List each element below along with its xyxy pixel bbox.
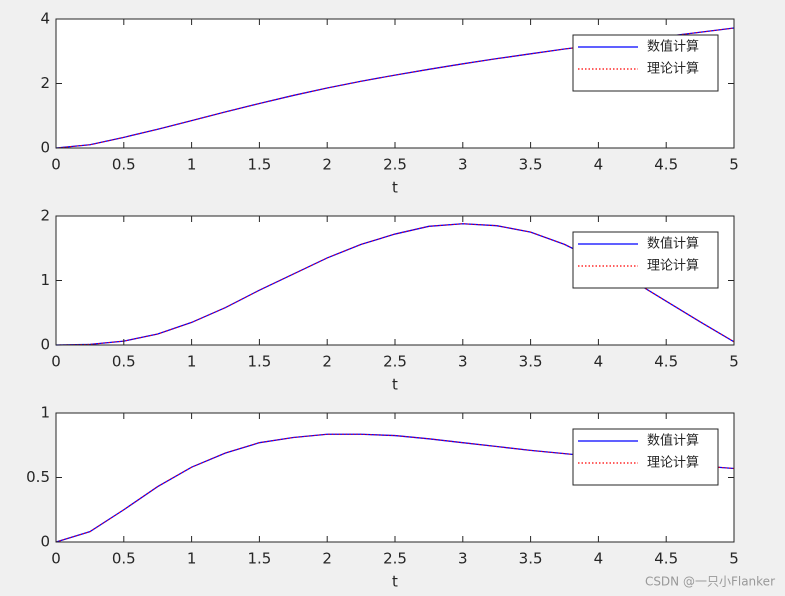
x-tick-label: 2.5 [383, 353, 407, 371]
x-tick-label: 0 [51, 353, 61, 371]
x-tick-label: 5 [729, 550, 739, 568]
x-tick-label: 1 [187, 156, 197, 174]
y-tick-label: 0 [40, 336, 50, 354]
x-tick-label: 2 [322, 550, 332, 568]
x-tick-label: 4 [594, 353, 604, 371]
x-tick-label: 1 [187, 550, 197, 568]
x-tick-label: 1.5 [247, 550, 271, 568]
legend-box [572, 428, 719, 486]
legend-label: 数值计算 [647, 433, 699, 449]
y-tick-label: 1 [40, 271, 50, 289]
legend-label: 理论计算 [647, 62, 699, 77]
legend-label: 理论计算 [647, 259, 699, 274]
y-tick-label: 1 [40, 404, 50, 422]
x-tick-label: 1.5 [247, 353, 271, 371]
x-tick-label: 2 [322, 353, 332, 371]
x-axis-label: t [392, 376, 398, 394]
x-tick-label: 4.5 [654, 156, 678, 174]
x-tick-label: 0.5 [112, 353, 136, 371]
y-tick-label: 2 [40, 74, 50, 92]
x-tick-label: 3.5 [519, 353, 543, 371]
x-tick-label: 3 [458, 156, 468, 174]
x-tick-label: 4.5 [654, 550, 678, 568]
legend-box [572, 34, 719, 92]
x-tick-label: 4 [594, 156, 604, 174]
x-tick-label: 4.5 [654, 353, 678, 371]
y-tick-label: 4 [40, 10, 50, 28]
y-tick-label: 0 [40, 533, 50, 551]
x-tick-label: 3 [458, 550, 468, 568]
x-tick-label: 4 [594, 550, 604, 568]
x-axis-label: t [392, 573, 398, 591]
legend-label: 数值计算 [647, 236, 699, 252]
x-tick-label: 0.5 [112, 550, 136, 568]
x-tick-label: 2 [322, 156, 332, 174]
x-axis-label: t [392, 179, 398, 197]
y-tick-label: 2 [40, 207, 50, 225]
x-tick-label: 0.5 [112, 156, 136, 174]
y-tick-label: 0 [40, 139, 50, 157]
x-tick-label: 1.5 [247, 156, 271, 174]
legend-label: 理论计算 [647, 456, 699, 471]
x-tick-label: 5 [729, 353, 739, 371]
x-tick-label: 5 [729, 156, 739, 174]
x-tick-label: 3.5 [519, 156, 543, 174]
x-tick-label: 0 [51, 156, 61, 174]
x-tick-label: 1 [187, 353, 197, 371]
y-tick-label: 0.5 [26, 468, 50, 486]
legend-label: 数值计算 [647, 39, 699, 55]
legend-box [572, 231, 719, 289]
data-line [55, 27, 735, 149]
x-tick-label: 3.5 [519, 550, 543, 568]
x-tick-label: 2.5 [383, 156, 407, 174]
watermark: CSDN @一只小Flanker [645, 575, 775, 589]
x-tick-label: 0 [51, 550, 61, 568]
x-tick-label: 3 [458, 353, 468, 371]
x-tick-label: 2.5 [383, 550, 407, 568]
data-line [55, 223, 735, 346]
